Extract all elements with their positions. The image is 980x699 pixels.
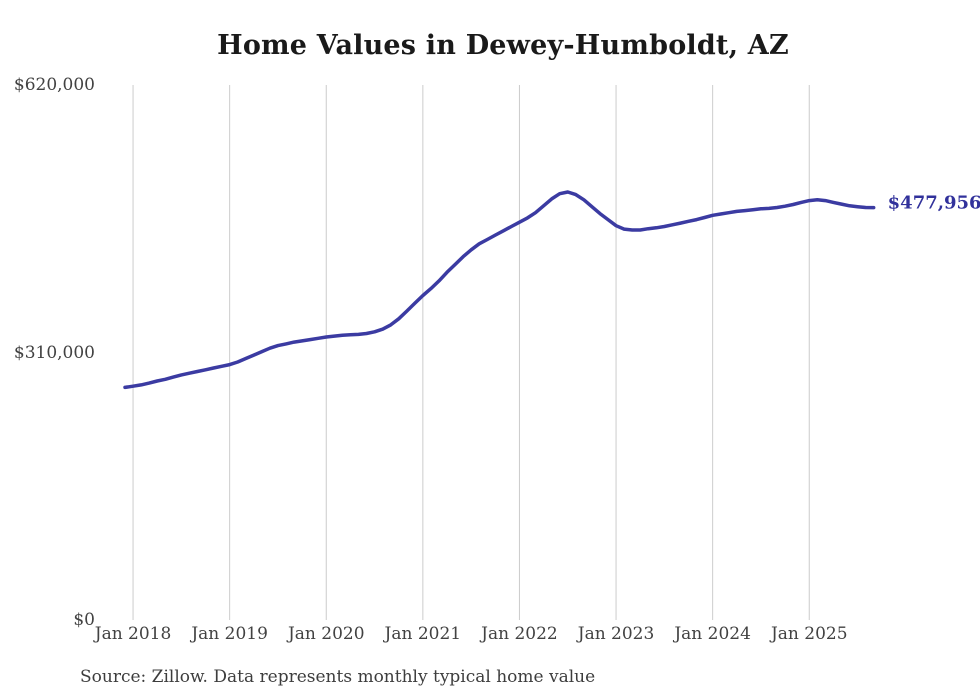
- source-note: Source: Zillow. Data represents monthly …: [80, 667, 596, 687]
- x-axis-tick-label: Jan 2023: [577, 624, 655, 644]
- y-axis-tick-label: $310,000: [13, 342, 95, 363]
- x-axis-tick-label: Jan 2025: [770, 624, 848, 644]
- x-axis-tick-label: Jan 2019: [191, 624, 268, 644]
- home-value-line: [123, 190, 876, 390]
- x-axis-tick-label: Jan 2020: [287, 624, 365, 644]
- x-axis-tick-label: Jan 2022: [481, 624, 558, 644]
- chart-title: Home Values in Dewey-Humboldt, AZ: [217, 30, 789, 61]
- y-axis-tick-label: $620,000: [13, 75, 95, 95]
- x-axis-tick-label: Jan 2018: [94, 624, 172, 644]
- x-axis-tick-label: Jan 2024: [674, 624, 751, 644]
- y-axis-tick-label: $0: [73, 610, 95, 630]
- x-axis-tick-label: Jan 2021: [384, 624, 462, 644]
- end-value-label: $477,956: [887, 192, 980, 214]
